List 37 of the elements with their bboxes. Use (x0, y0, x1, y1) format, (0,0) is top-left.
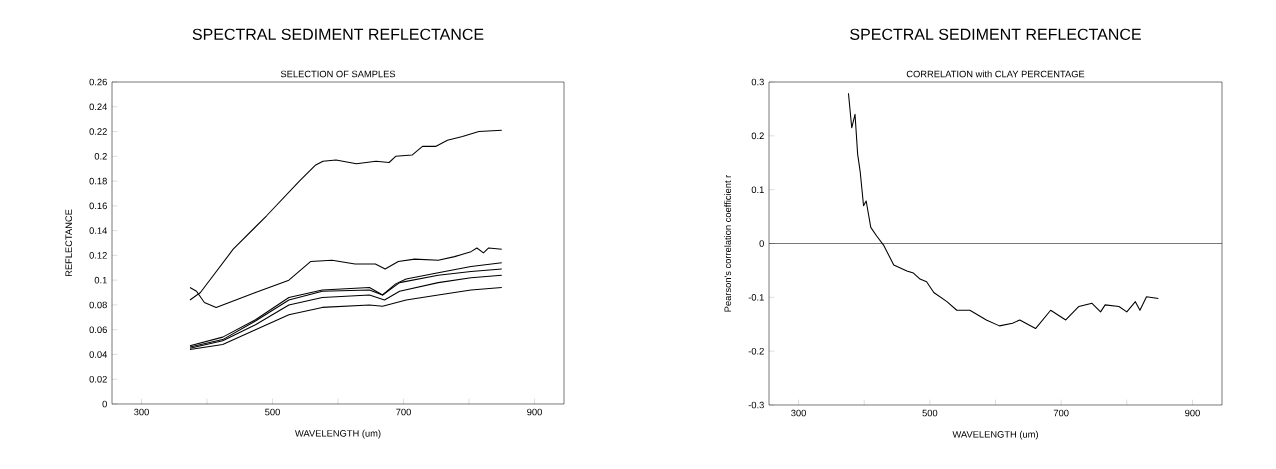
y-tick-label: 0 (102, 400, 107, 408)
y-tick-label: 0.14 (89, 227, 108, 234)
y-tick-label: 0.02 (89, 375, 107, 383)
y-tick-label: 0.26 (89, 78, 107, 86)
y-axis-title: REFLECTANCE (65, 209, 72, 277)
x-tick-label: 300 (791, 409, 806, 417)
chart-subtitle: SELECTION OF SAMPLES (280, 70, 396, 78)
x-tick-label: 700 (396, 408, 411, 416)
chart-subtitle: CORRELATION with CLAY PERCENTAGE (906, 70, 1085, 78)
y-tick-label: 0.04 (89, 351, 108, 358)
y-tick-label: 0 (759, 240, 764, 247)
y-tick-label: 0.2 (751, 132, 764, 140)
chart-title: SPECTRAL SEDIMENT REFLECTANCE (850, 28, 1141, 40)
chart-title: SPECTRAL SEDIMENT REFLECTANCE (192, 28, 484, 40)
x-tick-label: 700 (1053, 409, 1069, 417)
x-axis-title: WAVELENGTH (um) (952, 430, 1038, 440)
y-tick-label: 0.3 (751, 78, 764, 86)
y-tick-label: 0.1 (751, 186, 764, 193)
x-tick-label: 900 (1185, 409, 1200, 417)
y-tick-label: 0.08 (89, 301, 107, 309)
y-tick-label: 0.24 (89, 103, 108, 111)
y-tick-label: -0.3 (748, 401, 764, 409)
y-tick-label: 0.22 (89, 128, 107, 135)
y-tick-label: 0.1 (94, 276, 107, 284)
y-tick-label: -0.2 (748, 347, 764, 355)
y-tick-label: 0.12 (89, 252, 107, 259)
x-tick-label: 500 (265, 408, 280, 416)
x-tick-label: 900 (527, 408, 542, 416)
x-tick-label: 300 (134, 408, 149, 416)
y-axis-title: Pearson's correlation coefficient r (724, 174, 732, 312)
x-axis-title: WAVELENGTH (um) (295, 429, 381, 439)
y-tick-label: 0.18 (89, 177, 107, 185)
y-tick-label: 0.2 (94, 153, 107, 160)
y-tick-label: 0.16 (89, 202, 107, 210)
y-tick-label: 0.06 (89, 326, 107, 333)
x-tick-label: 500 (922, 409, 938, 417)
y-tick-label: -0.1 (748, 294, 764, 301)
